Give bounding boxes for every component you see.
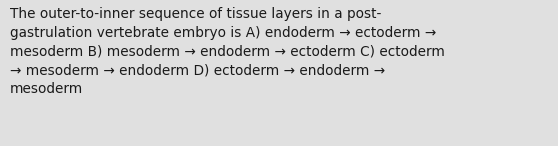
Text: The outer-to-inner sequence of tissue layers in a post-
gastrulation vertebrate : The outer-to-inner sequence of tissue la…: [10, 7, 445, 96]
